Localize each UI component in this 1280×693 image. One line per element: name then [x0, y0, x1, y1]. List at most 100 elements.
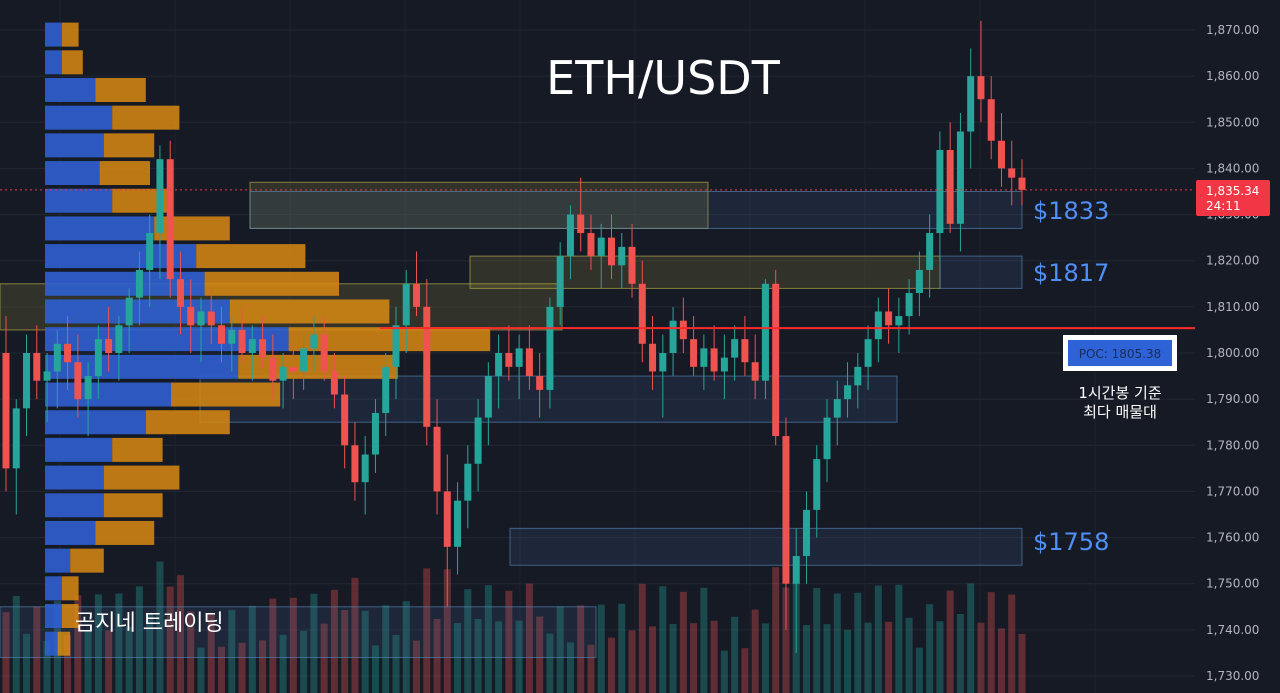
candle-body: [782, 436, 790, 584]
vp-sell-bar: [61, 22, 79, 47]
candle-body: [679, 320, 687, 340]
candle-body: [392, 325, 400, 367]
candle-body: [2, 353, 10, 469]
volume-bar: [885, 621, 893, 693]
candle-body: [464, 463, 472, 501]
candle-body: [720, 357, 728, 372]
volume-bar: [320, 623, 328, 693]
candle-body: [361, 454, 369, 483]
candle-body: [956, 131, 964, 224]
y-tick-label: 1,860.00: [1206, 69, 1259, 83]
candle-body: [23, 353, 31, 409]
volume-bar: [690, 623, 698, 693]
volume-bar: [187, 611, 195, 693]
zone-label-1833: $1833: [1033, 197, 1109, 225]
price-tag-value: 1,835.34: [1206, 184, 1259, 198]
volume-bar: [464, 589, 472, 693]
vp-buy-bar: [45, 437, 113, 462]
volume-bar: [474, 619, 482, 693]
volume-bar: [74, 595, 82, 693]
zone-label-1758: $1758: [1033, 528, 1109, 556]
volume-bar: [248, 605, 256, 693]
candle-body: [885, 311, 893, 326]
vp-sell-bar: [171, 382, 281, 407]
candle-body: [977, 76, 985, 100]
volume-bar: [731, 616, 739, 693]
candle-body: [895, 316, 903, 326]
candle-body: [556, 256, 564, 307]
vp-buy-bar: [45, 77, 96, 102]
candle-body: [269, 357, 277, 381]
chart-title: ETH/USDT: [546, 51, 781, 105]
volume-bar: [987, 592, 995, 693]
vp-buy-bar: [45, 216, 155, 241]
candle-body: [751, 362, 759, 381]
candle-body: [74, 362, 82, 400]
y-tick-label: 1,790.00: [1206, 392, 1259, 406]
vp-buy-bar: [45, 548, 71, 573]
candle-body: [823, 417, 831, 460]
candle-body: [320, 334, 328, 372]
candle-body: [844, 385, 852, 400]
vp-sell-bar: [95, 520, 155, 545]
volume-bar: [402, 601, 410, 693]
volume-bar: [443, 569, 451, 693]
vp-sell-bar: [154, 216, 230, 241]
candle-body: [125, 297, 133, 326]
volume-bar: [43, 641, 51, 693]
volume-bar: [135, 586, 143, 693]
volume-bar: [597, 604, 605, 693]
candle-body: [115, 325, 123, 353]
candle-body: [905, 293, 913, 317]
volume-bar: [23, 633, 31, 693]
volume-bar: [197, 647, 205, 693]
candle-body: [710, 348, 718, 372]
volume-bar: [536, 616, 544, 693]
candle-body: [967, 76, 975, 132]
vp-sell-bar: [112, 437, 163, 462]
candle-body: [310, 334, 318, 349]
volume-bar: [156, 561, 164, 693]
volume-bar: [1018, 634, 1026, 693]
vp-buy-bar: [45, 354, 239, 379]
candle-body: [228, 329, 236, 344]
vp-sell-bar: [204, 271, 339, 296]
zone-box: [509, 527, 1023, 566]
zone-box: [939, 255, 1023, 289]
volume-bar: [2, 612, 10, 693]
volume-bar: [669, 624, 677, 693]
poc-box-label: POC: 1805.38: [1079, 347, 1162, 361]
vp-sell-bar: [145, 410, 230, 435]
candle-body: [454, 500, 462, 547]
candle-body: [536, 376, 544, 390]
candle-body: [341, 394, 349, 446]
vp-sell-bar: [61, 576, 79, 601]
volume-bar: [94, 594, 102, 693]
volume-bar: [587, 644, 595, 693]
y-tick-label: 1,810.00: [1206, 300, 1259, 314]
volume-bar: [269, 598, 277, 693]
volume-bar: [761, 623, 769, 693]
candle-body: [607, 237, 615, 266]
candle-body: [330, 371, 338, 395]
candle-body: [772, 283, 780, 437]
price-axis[interactable]: 1,870.001,860.001,850.001,840.001,830.00…: [1206, 23, 1259, 683]
volume-bar: [351, 577, 359, 693]
candle-body: [238, 329, 246, 353]
candle-body: [53, 343, 61, 372]
volume-bar: [956, 614, 964, 693]
vp-buy-bar: [45, 576, 62, 601]
vp-sell-bar: [57, 631, 71, 656]
price-tag-countdown: 24:11: [1206, 199, 1241, 213]
volume-bar: [977, 622, 985, 693]
vp-buy-bar: [45, 327, 289, 352]
volume-bar: [125, 626, 133, 693]
poc-note-line2: 최다 매물대: [1083, 403, 1157, 421]
volume-bar: [915, 647, 923, 693]
volume-bar: [433, 619, 441, 693]
candle-body: [649, 343, 657, 372]
volume-bar: [525, 583, 533, 693]
candle-body: [413, 283, 421, 307]
volume-bar: [64, 635, 72, 693]
